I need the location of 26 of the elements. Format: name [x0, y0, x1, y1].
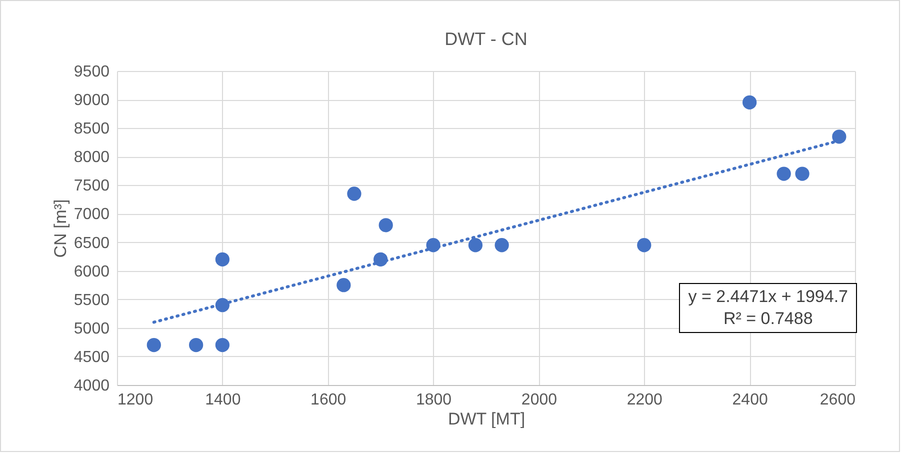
- y-tick-label: 8500: [74, 120, 110, 138]
- x-tick-label: 2400: [732, 392, 768, 408]
- y-tick-label: 7000: [74, 206, 110, 224]
- x-tick-label: 2200: [626, 392, 663, 408]
- x-tick-label: 2000: [521, 392, 558, 408]
- chart-title: DWT - CN: [444, 29, 528, 49]
- y-tick-label: 9500: [74, 64, 110, 80]
- annotation: R² = 0.7488: [722, 308, 814, 330]
- equation-box: y = 2.4471x + 1994.7 R² = 0.7488: [679, 283, 857, 333]
- annotation: y = 2.4471x + 1994.7: [688, 286, 848, 308]
- x-tick-label: 2600: [820, 392, 856, 408]
- y-tick-label: 6000: [74, 263, 110, 280]
- x-axis-title: DWT [MT]: [448, 410, 526, 428]
- y-tick-label: 5500: [74, 292, 110, 309]
- y-tick-label: 8000: [74, 149, 110, 166]
- y-axis-title: CN [m³]: [50, 199, 70, 258]
- x-tick-label: 1800: [416, 392, 452, 408]
- x-tick-label: 1200: [118, 392, 154, 408]
- y-tick-label: 7500: [74, 178, 110, 195]
- y-tick-label: 4000: [74, 378, 110, 394]
- y-tick-label: 9000: [74, 92, 110, 110]
- y-tick-label: 6500: [74, 234, 110, 252]
- y-tick-label: 4500: [74, 348, 110, 366]
- y-tick-label: 5000: [74, 320, 110, 338]
- x-tick-label: 1600: [310, 392, 346, 408]
- x-tick-label: 1400: [205, 392, 241, 408]
